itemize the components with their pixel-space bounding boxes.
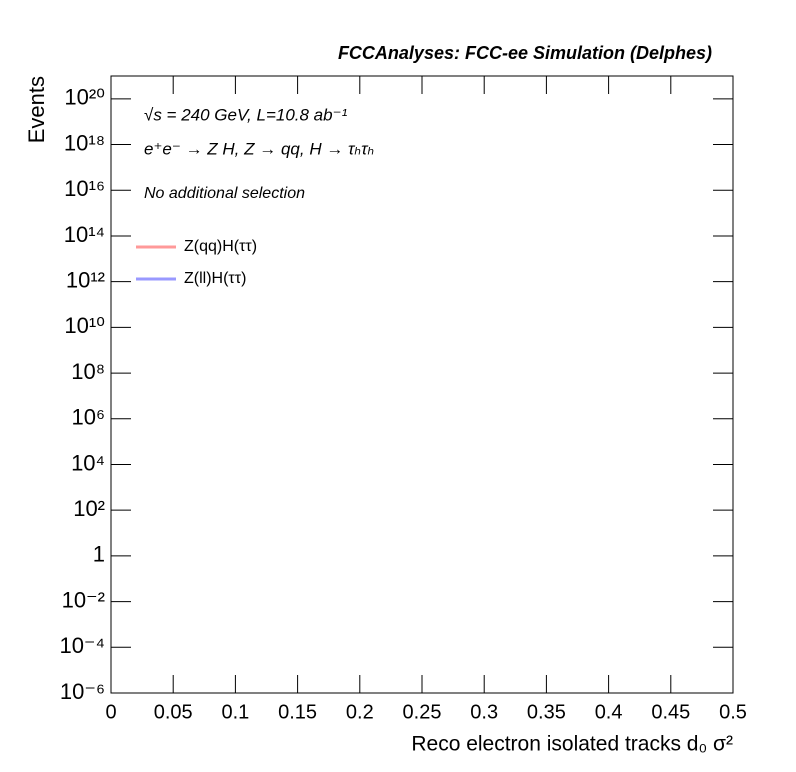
y-tick-label: 1 <box>93 542 105 567</box>
x-tick-label: 0.05 <box>154 701 193 723</box>
y-tick-label: 10⁻² <box>62 587 105 612</box>
legend-label: Z(ll)H(ττ) <box>184 270 246 287</box>
x-tick-label: 0.4 <box>595 701 623 723</box>
y-tick-label: 10¹⁶ <box>64 176 105 201</box>
plot-frame <box>110 75 734 694</box>
x-tick-label: 0.45 <box>651 701 690 723</box>
y-tick-label: 10¹² <box>66 267 105 292</box>
y-tick-label: 10⁴ <box>71 450 105 475</box>
y-tick-label: 10⁻⁶ <box>60 679 105 704</box>
y-tick-label: 10⁸ <box>71 359 105 384</box>
y-tick-label: 10² <box>73 496 105 521</box>
y-tick-label: 10²⁰ <box>64 85 105 110</box>
annotation: e⁺e⁻ → Z H, Z → qq, H → τₕτₕ <box>144 139 374 158</box>
y-tick-label: 10⁶ <box>71 405 105 430</box>
x-tick-label: 0 <box>105 701 116 723</box>
legend-label: Z(qq)H(ττ) <box>184 238 257 255</box>
x-tick-label: 0.5 <box>719 701 747 723</box>
y-tick-label: 10¹⁸ <box>64 130 105 155</box>
x-tick-label: 0.1 <box>221 701 249 723</box>
y-tick-label: 10⁻⁴ <box>59 633 105 658</box>
y-axis-label: Events <box>24 76 49 143</box>
x-tick-label: 0.25 <box>403 701 442 723</box>
annotation: No additional selection <box>144 185 305 202</box>
chart-title: FCCAnalyses: FCC-ee Simulation (Delphes) <box>338 43 712 63</box>
x-tick-label: 0.35 <box>527 701 566 723</box>
x-axis-label: Reco electron isolated tracks d₀ σ² <box>411 733 733 756</box>
y-tick-label: 10¹⁴ <box>64 222 105 247</box>
annotation: √s = 240 GeV, L=10.8 ab⁻¹ <box>144 105 348 124</box>
x-tick-label: 0.2 <box>346 701 374 723</box>
y-tick-label: 10¹⁰ <box>64 313 105 338</box>
x-tick-label: 0.15 <box>278 701 317 723</box>
x-tick-label: 0.3 <box>470 701 498 723</box>
